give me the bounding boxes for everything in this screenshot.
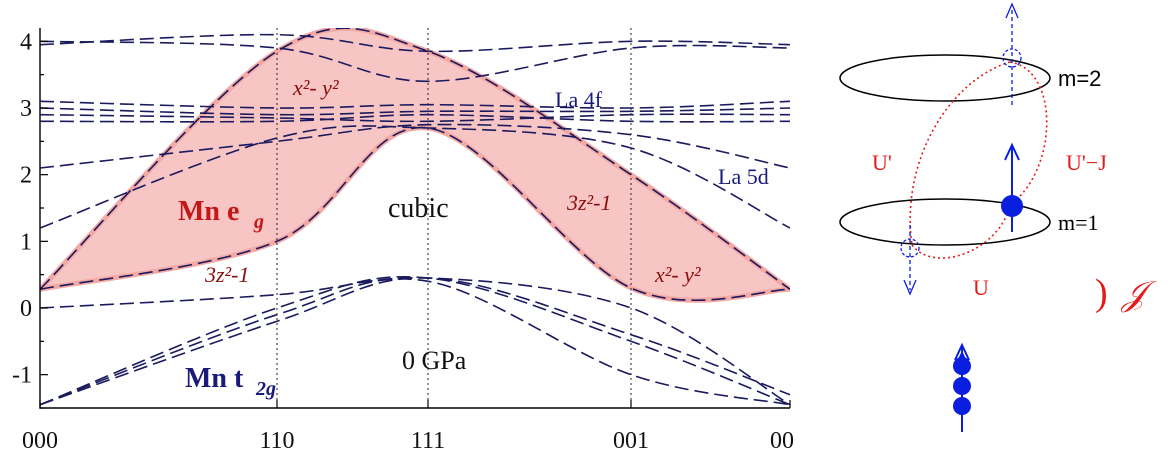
y-tick-label: 1 [20,229,32,255]
orbital-label-left-bottom: 3z²-1 [204,262,249,287]
x-tick-label: 000 [22,428,58,454]
y-tick-label: 2 [20,163,32,189]
band-line-4 [40,123,790,169]
electron-spin-up [1001,142,1023,232]
la5d-label: La 5d [718,164,769,189]
t2g-label: Mn t [185,363,244,394]
y-tick-label: 4 [20,29,32,55]
la4f-label: La 4f [555,87,603,112]
band-line-7 [40,113,790,123]
u-prime-label: U' [872,150,892,175]
orbital-label-right-top: 3z²-1 [566,190,611,215]
orbital-label-left-top: x²- y² [292,75,339,100]
orbital-label-right-bottom: x²- y² [654,262,701,287]
eg-band-region [40,28,790,301]
cubic-label: cubic [388,193,449,224]
band-line-9 [40,40,790,83]
u-loop [911,204,1011,259]
band-line-3 [40,125,790,229]
orbital-m1-ellipse [839,198,1051,246]
x-tick-label: 00 [770,428,794,454]
m2-label: m=2 [1058,66,1101,91]
pressure-label: 0 GPa [402,346,467,375]
u-label: U [973,275,989,300]
band-line-8 [40,113,790,123]
ghost-electron-top [1002,2,1022,105]
band-line-14 [40,278,790,406]
electron-stack-icon [953,342,971,432]
j-symbol: 𝒥 [1120,276,1157,313]
ghost-electron-left [900,225,920,296]
u-prime-minus-j-loop [1009,61,1048,206]
m1-label: m=1 [1058,210,1099,235]
band-line-2 [40,126,790,302]
axes: 4 3 2 1 0 -1 000 110 111 001 00 [12,28,794,454]
y-tick-label: 3 [20,96,32,122]
j-paren: ) [1095,272,1108,314]
band-line-10 [40,33,790,53]
u-prime-minus-j-label: U'−J [1066,150,1107,175]
band-structure-chart: 4 3 2 1 0 -1 000 110 111 001 00 Mn e g Mn t 2g La … [12,28,794,454]
y-tick-label: 0 [20,296,32,322]
band-line-5 [40,100,790,109]
eg-sub: g [253,211,264,233]
y-tick-label: -1 [12,363,32,389]
x-tick-label: 001 [613,428,649,454]
plot-area [40,28,790,408]
u-prime-loop [909,61,1011,246]
x-tick-label: 110 [259,428,294,454]
band-line-13 [40,277,790,406]
eg-label: Mn e [178,196,239,227]
orbital-m2-ellipse [839,54,1051,102]
t2g-sub: 2g [255,378,276,400]
band-line-1 [40,28,790,290]
band-line-6 [40,107,790,116]
x-tick-label: 111 [411,428,445,454]
orbital-interaction-diagram: m=2 m=1 U' U'−J U ) 𝒥 [839,2,1157,432]
